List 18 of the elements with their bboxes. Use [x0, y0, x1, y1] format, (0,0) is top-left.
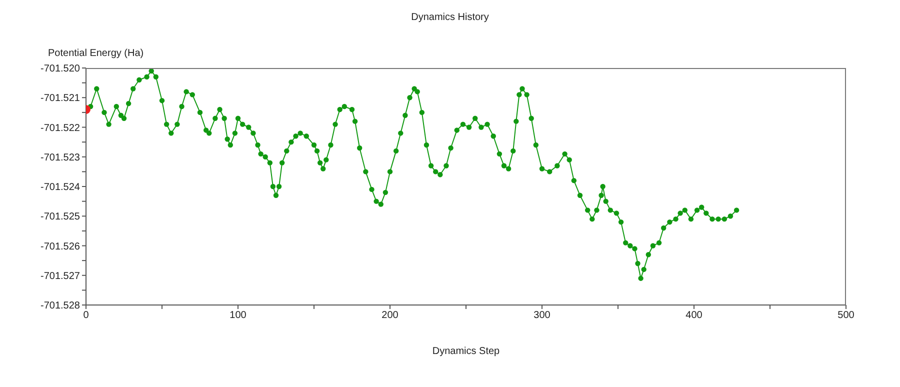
- y-tick-label: -701.526: [40, 241, 80, 252]
- y-tick-label: -701.520: [40, 64, 80, 75]
- x-tick-label: 500: [838, 310, 855, 322]
- x-tick-label: 100: [230, 310, 247, 322]
- x-tick-label: 200: [382, 310, 399, 322]
- y-tick-label: -701.525: [40, 212, 80, 223]
- y-tick-label: -701.524: [40, 182, 80, 194]
- x-tick-label: 300: [534, 310, 551, 322]
- y-tick-label: -701.528: [40, 300, 80, 312]
- y-axis-title: Potential Energy (Ha): [48, 48, 144, 59]
- y-tick-label: -701.522: [40, 122, 80, 134]
- x-tick-label: 0: [83, 310, 90, 322]
- y-tick-label: -701.521: [40, 93, 80, 104]
- y-tick-label: -701.523: [40, 152, 80, 164]
- y-tick-label: -701.527: [40, 270, 80, 282]
- chart-title: Dynamics History: [410, 12, 490, 23]
- x-tick-label: 400: [686, 310, 703, 322]
- x-axis-title: Dynamics Step: [431, 346, 501, 357]
